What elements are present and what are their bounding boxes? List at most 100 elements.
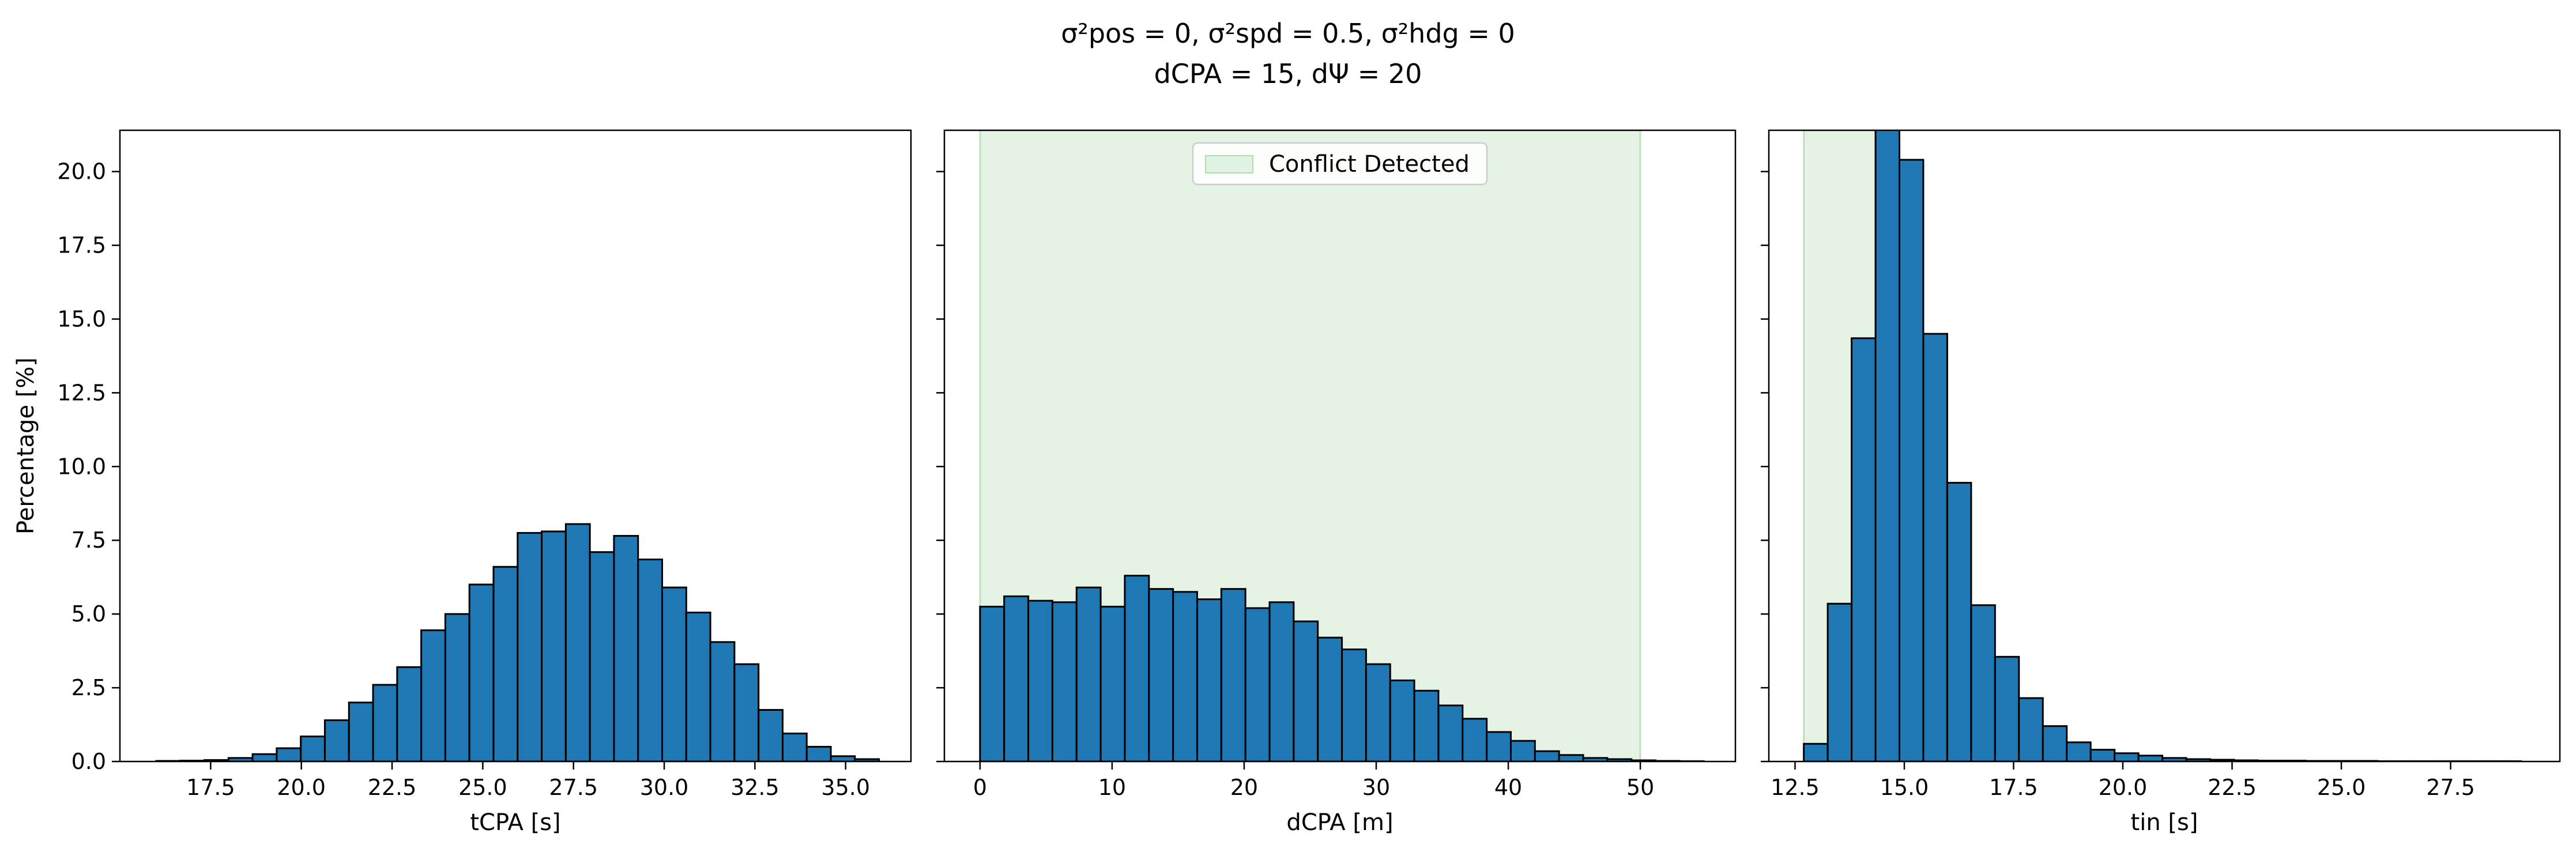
histogram-bar	[613, 535, 639, 761]
x-tick-label: 20	[1230, 775, 1258, 800]
x-tick-label: 12.5	[1771, 775, 1820, 800]
x-tick-label: 32.5	[730, 775, 779, 800]
y-tick-label: 0.0	[71, 749, 106, 774]
y-tick-label: 12.5	[57, 380, 106, 405]
x-tick-label: 25.0	[458, 775, 507, 800]
histogram-bar	[444, 613, 470, 761]
histogram-bar	[2114, 752, 2140, 761]
axes-frame	[1768, 129, 2561, 763]
histogram-bar	[420, 629, 446, 761]
histogram-bar	[1099, 605, 1126, 761]
axes-frame	[119, 129, 912, 763]
histogram-bar	[1946, 481, 1972, 761]
histogram-bar	[1558, 754, 1584, 761]
x-tick-label: 27.5	[2426, 775, 2475, 800]
histogram-bar	[758, 708, 784, 761]
x-tick-label: 30	[1362, 775, 1390, 800]
histogram-bar	[1462, 718, 1488, 761]
figure-title-line-1: σ²pos = 0, σ²spd = 0.5, σ²hdg = 0	[1061, 18, 1515, 49]
x-tick-label: 17.5	[1989, 775, 2038, 800]
histogram-bar	[1509, 740, 1536, 761]
histogram-bar	[2066, 741, 2092, 761]
y-tick-label: 7.5	[71, 527, 106, 553]
x-tick-label: 20.0	[2099, 775, 2148, 800]
histogram-bar	[1803, 742, 1829, 761]
histogram-bar	[1970, 604, 1996, 761]
histogram-bar	[589, 551, 615, 761]
histogram-bar	[1994, 655, 2020, 761]
x-tick-label: 17.5	[186, 775, 235, 800]
histogram-bar	[564, 523, 591, 761]
y-tick-label: 15.0	[57, 306, 106, 331]
x-axis-label: tCPA [s]	[470, 809, 560, 836]
histogram-bar	[1317, 636, 1343, 761]
legend-label: Conflict Detected	[1269, 151, 1470, 178]
histogram-bar	[1851, 337, 1877, 761]
histogram-bar	[468, 583, 495, 761]
plot-area	[1803, 130, 2522, 761]
histogram-bar	[1341, 649, 1367, 761]
histogram-bar	[1437, 704, 1464, 761]
histogram-bar	[1075, 586, 1102, 761]
histogram-bar	[1826, 602, 1853, 761]
x-tick-label: 0	[973, 775, 987, 800]
histogram-bar	[323, 719, 350, 761]
histogram-bar	[1413, 689, 1440, 761]
legend-box	[1192, 142, 1488, 186]
x-tick-label: 15.0	[1880, 775, 1929, 800]
histogram-bar	[1874, 130, 1900, 761]
x-tick-label: 30.0	[640, 775, 689, 800]
x-tick-label: 27.5	[549, 775, 598, 800]
histogram-bar	[979, 605, 1005, 761]
histogram-bar	[1172, 591, 1198, 761]
histogram-bar	[1898, 159, 1925, 761]
x-axis-label: tin [s]	[2131, 809, 2198, 836]
histogram-bar	[2018, 697, 2044, 761]
subplot-3: 12.5 15.0 17.5 20.0 22.5 25.0 27.5 tin [s]	[1761, 129, 2561, 836]
histogram-bar	[2137, 755, 2164, 761]
plot-area	[155, 523, 880, 761]
y-tick-label: 2.5	[71, 675, 106, 700]
histogram-bar	[517, 531, 543, 761]
histogram-bar	[685, 612, 711, 761]
histogram-bar	[1389, 679, 1415, 761]
histogram-bar	[492, 566, 519, 761]
histogram-bar	[2089, 749, 2116, 761]
histogram-bar	[637, 558, 664, 761]
histogram-bar	[1922, 333, 1948, 761]
histogram-bar	[830, 755, 856, 761]
legend-swatch	[1205, 155, 1253, 174]
histogram-bar	[372, 684, 398, 761]
histogram-bar	[1293, 620, 1319, 761]
histogram-bar	[709, 641, 736, 761]
y-tick-label: 20.0	[57, 159, 106, 184]
histogram-bar	[661, 586, 687, 761]
histogram-bar	[1534, 750, 1560, 761]
histogram-bar	[1124, 575, 1150, 761]
x-tick-label: 22.5	[2208, 775, 2257, 800]
x-tick-label: 25.0	[2317, 775, 2366, 800]
x-tick-label: 20.0	[277, 775, 326, 800]
y-tick-label: 10.0	[57, 454, 106, 479]
figure-title-line-2: dCPA = 15, dΨ = 20	[1154, 58, 1422, 89]
subplot-2: 0 10 20 30 40 50 dCPA [m] Conflict Detected	[936, 129, 1737, 836]
histogram-bar	[348, 702, 374, 761]
y-axis-label: Percentage [%]	[13, 357, 39, 534]
x-axis-label: dCPA [m]	[1286, 809, 1393, 836]
histogram-bar	[1365, 663, 1391, 761]
subplot-1: 17.5 20.0 22.5 25.0 27.5 30.0 32.5 35.0 0.0 2.5 5.…	[13, 129, 912, 836]
histogram-bar	[396, 666, 423, 761]
histogram-bar	[1148, 588, 1174, 761]
histogram-bar	[1003, 595, 1030, 761]
x-tick-label: 40	[1494, 775, 1522, 800]
histogram-bar	[300, 736, 326, 761]
legend: Conflict Detected	[1192, 142, 1488, 186]
x-tick-label: 22.5	[368, 775, 417, 800]
histogram-bar	[1268, 601, 1295, 761]
plot-area	[979, 130, 1705, 761]
axes-frame	[943, 129, 1737, 763]
histogram-bar	[276, 747, 302, 761]
x-tick-label: 50	[1626, 775, 1654, 800]
histogram-bar	[781, 732, 808, 761]
